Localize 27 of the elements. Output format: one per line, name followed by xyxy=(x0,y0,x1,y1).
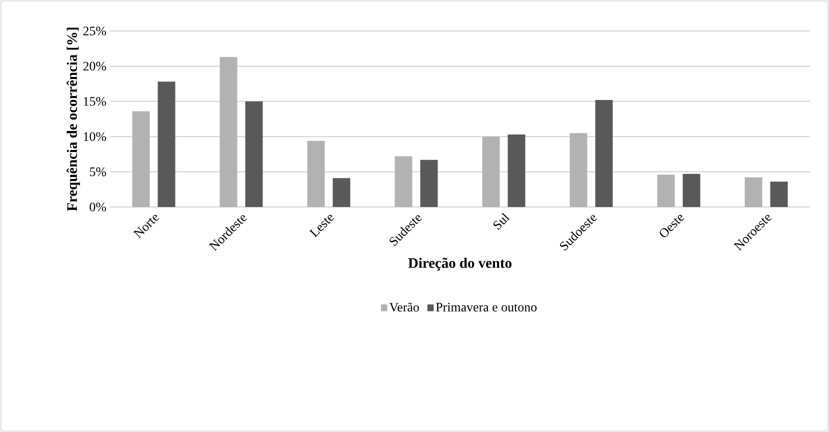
bar xyxy=(744,177,762,207)
bar xyxy=(158,82,176,207)
bar xyxy=(132,111,150,207)
bar xyxy=(657,174,675,207)
y-tick-label: 25% xyxy=(83,26,106,36)
y-tick-label: 20% xyxy=(83,62,106,71)
bar xyxy=(245,101,263,207)
bar xyxy=(508,134,526,207)
bar xyxy=(770,182,788,207)
y-tick-label: 15% xyxy=(84,97,106,106)
bar xyxy=(595,100,613,207)
bar xyxy=(332,178,350,207)
y-axis-title: Frequência de ocorrência [%] xyxy=(66,28,80,212)
x-tick-label: Sul xyxy=(493,212,510,230)
bar xyxy=(682,174,700,207)
bar xyxy=(394,156,412,207)
y-tick-label: 5% xyxy=(90,167,106,176)
x-axis-title: Direção do vento xyxy=(408,258,512,271)
bar xyxy=(570,133,588,207)
y-tick-label: 0% xyxy=(90,202,106,212)
bar xyxy=(307,140,325,207)
legend-label: Primavera e outono xyxy=(436,302,537,312)
bar xyxy=(220,57,238,207)
bar xyxy=(420,160,438,207)
bar xyxy=(482,136,500,207)
y-tick-label: 10% xyxy=(84,132,106,141)
legend-label: Verão xyxy=(389,302,419,312)
